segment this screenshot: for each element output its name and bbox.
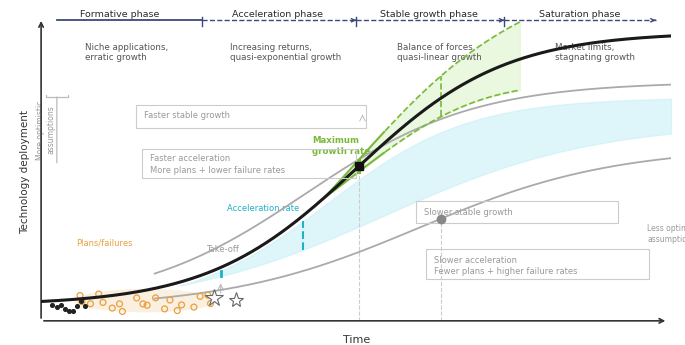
Point <box>63 308 74 314</box>
Text: Less optimistic
assumptions: Less optimistic assumptions <box>647 224 685 244</box>
Point <box>79 304 90 309</box>
Text: Stable growth phase: Stable growth phase <box>379 10 477 19</box>
Text: Faster acceleration: Faster acceleration <box>150 154 230 163</box>
Point <box>150 295 161 300</box>
Text: Market limits,
stagnating growth: Market limits, stagnating growth <box>555 43 635 62</box>
Point <box>188 304 199 310</box>
Point <box>59 306 71 312</box>
Point <box>51 305 62 310</box>
Point <box>202 292 213 298</box>
Point <box>67 308 78 314</box>
Point <box>142 303 153 308</box>
Point <box>55 303 66 308</box>
Point <box>164 297 175 303</box>
Point <box>47 302 58 307</box>
Text: Acceleration rate: Acceleration rate <box>227 204 299 214</box>
Text: Slower stable growth: Slower stable growth <box>424 208 513 217</box>
Text: Increasing returns,
quasi-exponential growth: Increasing returns, quasi-exponential gr… <box>230 43 341 62</box>
Text: Plans/failures: Plans/failures <box>76 239 132 248</box>
Point <box>93 291 104 297</box>
Point <box>117 309 128 314</box>
Text: Take-off: Take-off <box>206 245 239 254</box>
Text: More plans + lower failure rates: More plans + lower failure rates <box>150 166 285 175</box>
Point <box>205 301 216 306</box>
Text: Maximum
growth rate: Maximum growth rate <box>312 136 370 156</box>
Point <box>75 293 86 298</box>
Point <box>176 302 187 308</box>
Point <box>75 298 86 304</box>
Point <box>107 305 118 311</box>
Point <box>77 299 88 304</box>
Point <box>138 301 149 307</box>
Point <box>132 295 142 301</box>
Point <box>114 301 125 307</box>
Text: Slower acceleration: Slower acceleration <box>434 256 516 265</box>
Point <box>172 308 183 313</box>
Point <box>85 301 96 307</box>
Text: Saturation phase: Saturation phase <box>539 10 621 19</box>
Text: Faster stable growth: Faster stable growth <box>144 111 230 120</box>
Text: Fewer plans + higher failure rates: Fewer plans + higher failure rates <box>434 267 577 276</box>
Text: Balance of forces,
quasi-linear growth: Balance of forces, quasi-linear growth <box>397 43 482 62</box>
Point <box>195 294 206 299</box>
Text: Time: Time <box>342 335 370 345</box>
Point <box>97 300 108 305</box>
Text: More optimistic
assumptions: More optimistic assumptions <box>36 100 56 160</box>
Point <box>71 303 82 309</box>
Ellipse shape <box>74 289 216 312</box>
Point <box>159 306 170 312</box>
Text: Technology deployment: Technology deployment <box>21 110 30 234</box>
Text: Acceleration phase: Acceleration phase <box>232 10 323 19</box>
Text: Niche applications,
erratic growth: Niche applications, erratic growth <box>85 43 169 62</box>
Text: Formative phase: Formative phase <box>80 10 160 19</box>
